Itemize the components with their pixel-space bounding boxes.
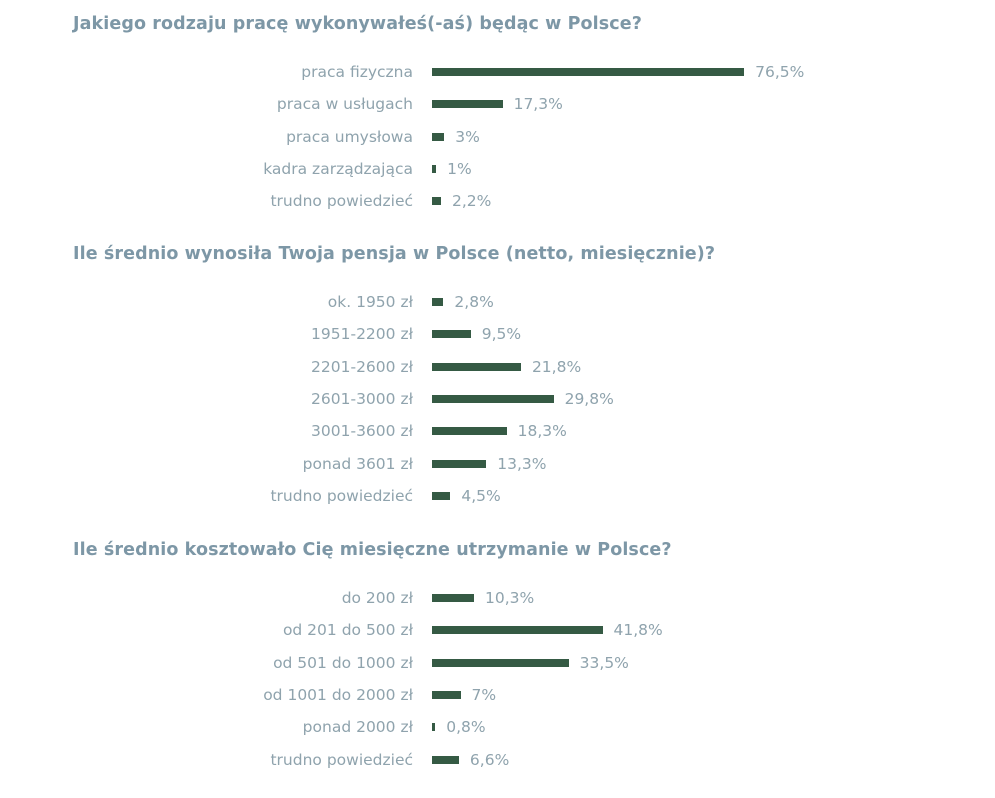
bar-row: praca w usługach 17,3% bbox=[0, 93, 995, 115]
bar bbox=[432, 658, 569, 667]
bar-row: kadra zarządzająca 1% bbox=[0, 158, 995, 180]
chart-title: Ile średnio wynosiła Twoja pensja w Pols… bbox=[73, 244, 716, 264]
bar bbox=[432, 197, 441, 206]
bar bbox=[432, 459, 487, 468]
bar-row: ok. 1950 zł 2,8% bbox=[0, 291, 995, 313]
value-label: 6,6% bbox=[469, 750, 510, 769]
bar bbox=[432, 68, 745, 76]
bar bbox=[432, 491, 451, 500]
value-label: 7% bbox=[471, 685, 497, 704]
bar bbox=[432, 132, 445, 141]
category-label: praca w usługach bbox=[276, 95, 413, 114]
category-label: kadra zarządzająca bbox=[263, 159, 413, 178]
bar-row: 2601-3000 zł 29,8% bbox=[0, 388, 995, 410]
bar bbox=[432, 164, 437, 173]
value-label: 76,5% bbox=[755, 63, 805, 81]
bar-row: 2201-2600 zł 21,8% bbox=[0, 356, 995, 378]
value-label: 21,8% bbox=[531, 357, 582, 376]
category-label: ponad 3601 zł bbox=[302, 454, 413, 473]
bar bbox=[432, 594, 475, 602]
value-label: 1% bbox=[447, 159, 472, 178]
bar bbox=[432, 626, 603, 635]
category-label: 2601-3000 zł bbox=[311, 389, 413, 408]
value-label: 3% bbox=[455, 127, 480, 146]
bar-row: 1951-2200 zł 9,5% bbox=[0, 323, 995, 345]
chart-title: Jakiego rodzaju pracę wykonywałeś(-aś) b… bbox=[73, 14, 642, 34]
category-label: od 201 do 500 zł bbox=[282, 621, 413, 640]
category-label: od 501 do 1000 zł bbox=[273, 653, 413, 672]
value-label: 29,8% bbox=[564, 389, 614, 408]
bar bbox=[432, 690, 461, 699]
category-label: trudno powiedzieć bbox=[270, 486, 413, 505]
bar-row: od 501 do 1000 zł 33,5% bbox=[0, 652, 995, 674]
bar-row: 3001-3600 zł 18,3% bbox=[0, 420, 995, 442]
bar bbox=[432, 394, 554, 403]
bar bbox=[432, 427, 507, 436]
bar-row: trudno powiedzieć 4,5% bbox=[0, 485, 995, 507]
value-label: 2,2% bbox=[451, 192, 492, 211]
value-label: 17,3% bbox=[513, 95, 563, 114]
bar-row: do 200 zł 10,3% bbox=[0, 587, 995, 609]
category-label: ok. 1950 zł bbox=[327, 293, 413, 311]
category-label: od 1001 do 2000 zł bbox=[263, 685, 413, 704]
bar bbox=[432, 100, 503, 109]
category-label: do 200 zł bbox=[341, 589, 413, 607]
category-label: 1951-2200 zł bbox=[311, 325, 413, 344]
category-label: trudno powiedzieć bbox=[270, 192, 413, 211]
category-label: trudno powiedzieć bbox=[270, 750, 413, 769]
category-label: ponad 2000 zł bbox=[302, 718, 413, 737]
value-label: 33,5% bbox=[579, 653, 629, 672]
category-label: praca fizyczna bbox=[301, 63, 413, 81]
value-label: 0,8% bbox=[446, 718, 486, 737]
value-label: 4,5% bbox=[461, 486, 501, 505]
bar bbox=[432, 330, 471, 339]
value-label: 13,3% bbox=[497, 454, 547, 473]
value-label: 9,5% bbox=[481, 325, 522, 344]
bar-row: trudno powiedzieć 2,2% bbox=[0, 190, 995, 212]
bar-row: ponad 2000 zł 0,8% bbox=[0, 716, 995, 738]
bar-row: praca fizyczna 76,5% bbox=[0, 61, 995, 83]
bar bbox=[432, 298, 444, 306]
bar-row: praca umysłowa 3% bbox=[0, 126, 995, 148]
bar bbox=[432, 362, 521, 371]
bar-row: od 1001 do 2000 zł 7% bbox=[0, 684, 995, 706]
value-label: 41,8% bbox=[613, 621, 663, 640]
category-label: 2201-2600 zł bbox=[311, 357, 413, 376]
bar-row: od 201 do 500 zł 41,8% bbox=[0, 619, 995, 641]
bar bbox=[432, 755, 459, 764]
bar bbox=[432, 723, 436, 732]
chart-title: Ile średnio kosztowało Cię miesięczne ut… bbox=[73, 540, 672, 560]
value-label: 18,3% bbox=[517, 422, 567, 441]
value-label: 10,3% bbox=[485, 589, 535, 607]
category-label: 3001-3600 zł bbox=[311, 422, 413, 441]
category-label: praca umysłowa bbox=[286, 127, 413, 146]
bar-row: ponad 3601 zł 13,3% bbox=[0, 453, 995, 475]
bar-row: trudno powiedzieć 6,6% bbox=[0, 749, 995, 771]
value-label: 2,8% bbox=[454, 293, 494, 311]
